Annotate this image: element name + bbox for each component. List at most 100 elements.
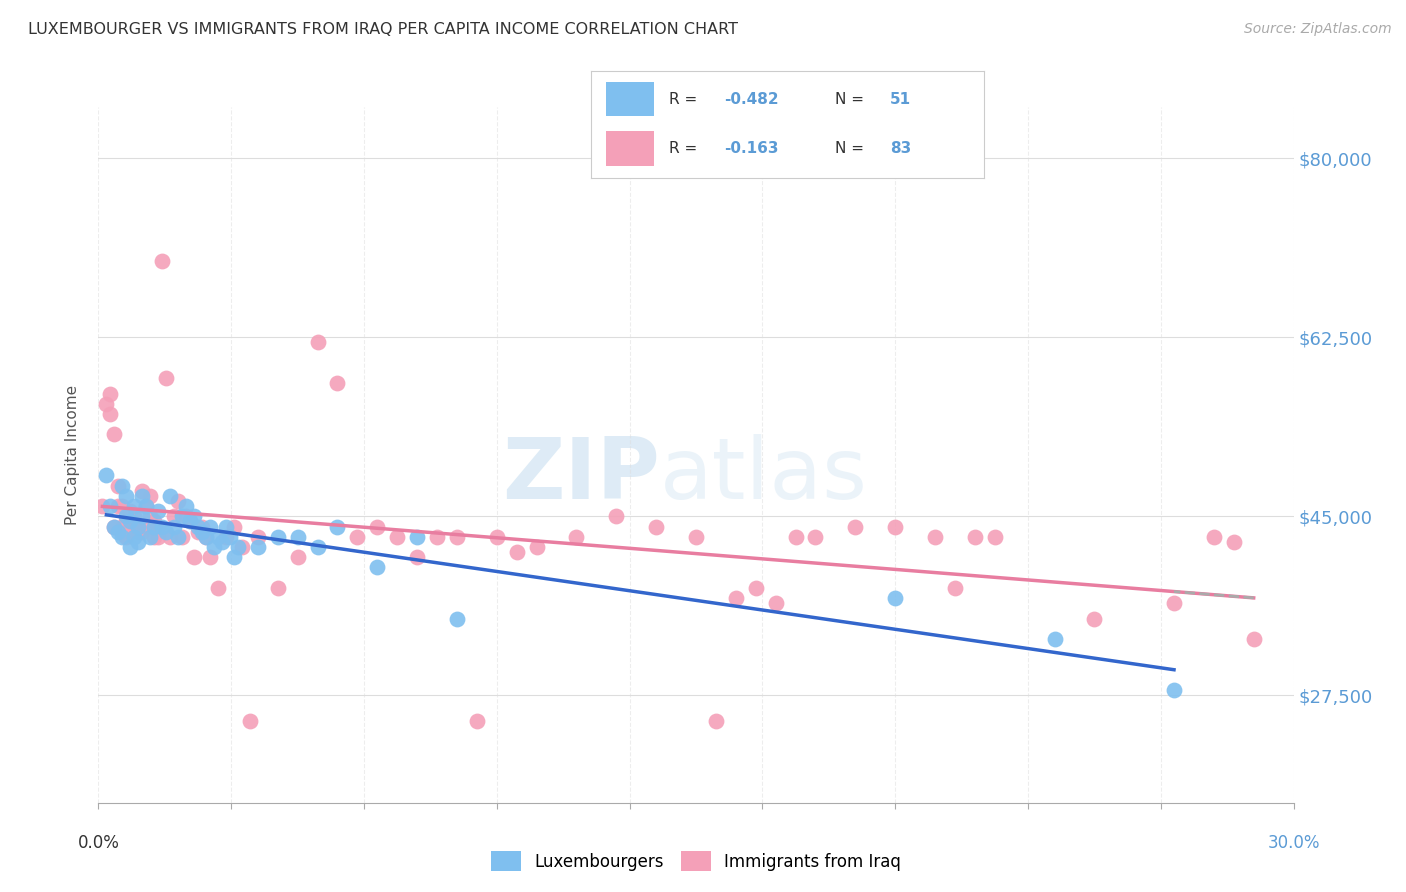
Point — [943, 581, 966, 595]
Point — [174, 509, 197, 524]
Point — [179, 515, 201, 529]
Point — [246, 540, 269, 554]
Point — [267, 581, 290, 595]
Point — [111, 478, 134, 492]
Bar — [606, 131, 654, 166]
Point — [426, 530, 449, 544]
Point — [446, 530, 468, 544]
Point — [107, 478, 129, 492]
Point — [222, 550, 245, 565]
Point — [1243, 632, 1265, 646]
Bar — [606, 82, 654, 116]
Point — [226, 540, 249, 554]
Point — [267, 530, 290, 544]
Point — [239, 714, 262, 728]
Point — [385, 530, 409, 544]
Point — [844, 519, 866, 533]
Point — [107, 524, 129, 539]
Point — [187, 519, 209, 533]
Point — [207, 581, 229, 595]
Point — [131, 524, 153, 539]
Point — [107, 499, 129, 513]
Point — [124, 530, 146, 544]
Point — [1083, 612, 1105, 626]
Point — [148, 519, 170, 533]
Point — [211, 534, 233, 549]
Text: 51: 51 — [890, 92, 911, 107]
Point — [785, 530, 807, 544]
Point — [100, 386, 122, 401]
Point — [143, 519, 166, 533]
Legend: Luxembourgers, Immigrants from Iraq: Luxembourgers, Immigrants from Iraq — [485, 845, 907, 878]
Point — [131, 489, 153, 503]
Point — [804, 530, 827, 544]
Point — [191, 519, 214, 533]
Point — [506, 545, 529, 559]
Point — [215, 519, 238, 533]
Point — [924, 530, 946, 544]
Point — [148, 504, 170, 518]
Point — [287, 550, 309, 565]
Point — [111, 530, 134, 544]
Point — [150, 519, 173, 533]
Point — [135, 519, 157, 533]
Point — [163, 509, 186, 524]
Point — [120, 515, 142, 529]
Point — [139, 489, 162, 503]
Point — [127, 519, 149, 533]
Text: 0.0%: 0.0% — [77, 834, 120, 852]
Text: Source: ZipAtlas.com: Source: ZipAtlas.com — [1244, 22, 1392, 37]
Point — [159, 530, 181, 544]
Point — [1222, 534, 1246, 549]
Point — [135, 499, 157, 513]
Point — [100, 499, 122, 513]
Point — [120, 504, 142, 518]
Text: R =: R = — [669, 92, 703, 107]
Point — [219, 530, 242, 544]
Point — [124, 509, 146, 524]
Point — [103, 519, 125, 533]
Point — [174, 499, 197, 513]
Point — [645, 519, 668, 533]
Point — [724, 591, 747, 606]
Y-axis label: Per Capita Income: Per Capita Income — [65, 384, 80, 525]
Point — [139, 509, 162, 524]
Point — [111, 519, 134, 533]
Point — [195, 530, 218, 544]
Point — [155, 371, 177, 385]
Point — [198, 519, 221, 533]
Point — [685, 530, 707, 544]
Point — [183, 550, 205, 565]
Point — [485, 530, 508, 544]
Point — [131, 509, 153, 524]
Point — [1163, 683, 1185, 698]
Text: R =: R = — [669, 141, 703, 156]
Point — [131, 483, 153, 498]
Point — [195, 530, 218, 544]
Point — [202, 540, 225, 554]
Point — [446, 612, 468, 626]
Point — [884, 591, 907, 606]
Text: -0.163: -0.163 — [724, 141, 779, 156]
Point — [198, 550, 221, 565]
Text: 83: 83 — [890, 141, 911, 156]
Point — [155, 524, 177, 539]
Point — [127, 519, 149, 533]
Point — [765, 596, 787, 610]
Point — [187, 524, 209, 539]
Point — [124, 499, 146, 513]
Point — [307, 335, 329, 350]
Point — [366, 519, 388, 533]
Point — [111, 524, 134, 539]
Point — [231, 540, 253, 554]
Point — [100, 407, 122, 421]
Text: ZIP: ZIP — [502, 434, 661, 517]
Point — [135, 499, 157, 513]
Text: -0.482: -0.482 — [724, 92, 779, 107]
Point — [163, 519, 186, 533]
Point — [346, 530, 368, 544]
Point — [172, 509, 194, 524]
Point — [96, 468, 118, 483]
Point — [1043, 632, 1066, 646]
Point — [111, 499, 134, 513]
